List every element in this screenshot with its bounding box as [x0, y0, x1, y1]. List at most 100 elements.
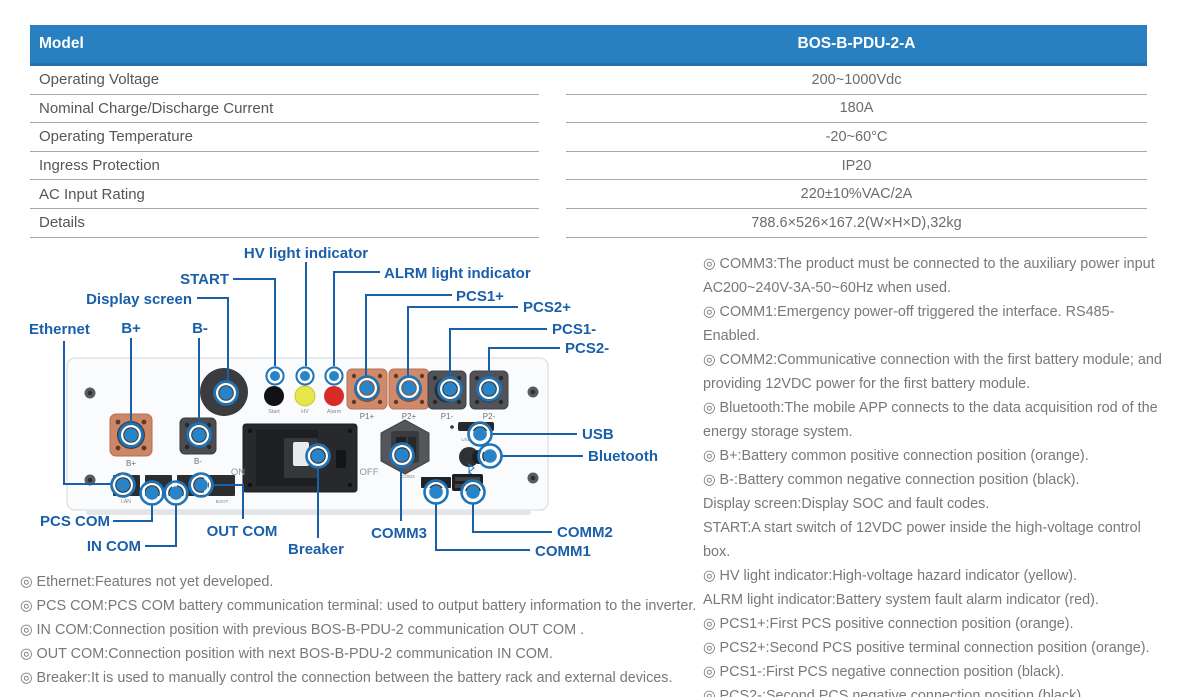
panel-shadow: [86, 510, 531, 515]
note-display-screen: Display screen:Display SOC and fault cod…: [703, 496, 990, 512]
hv-indicator-light: [294, 385, 316, 407]
callout-bluetooth: Bluetooth: [588, 448, 658, 465]
callout-marker-b-plus: [118, 422, 144, 448]
callout-marker-comm2: [460, 479, 486, 505]
panel-label-hv: HV: [301, 409, 309, 415]
leader-line-comm1: [435, 504, 530, 551]
start-button: [264, 386, 284, 406]
pdu-device-diagram: B+ B- P1+ P2+ P1- P2- Start HV Alarm ON …: [29, 245, 658, 560]
leader-line-pcs1-minus: [449, 328, 547, 377]
callout-marker-ethernet: [110, 472, 136, 498]
table-row: Nominal Charge/Discharge Current 180A: [30, 95, 1147, 124]
callout-display-screen: Display screen: [86, 291, 192, 308]
note-pcs1-minus: ◎ PCS1-:First PCS negative connection po…: [703, 664, 1065, 680]
callout-marker-b-minus: [186, 422, 212, 448]
panel-label-alarm: Alarm: [327, 409, 342, 415]
callout-b-minus: B-: [192, 320, 208, 337]
panel-label-p1-minus: P1-: [441, 412, 454, 421]
row-label: Details: [30, 209, 539, 238]
leader-line-pcs1-plus: [365, 294, 452, 376]
table-row: Details 788.6×526×167.2(W×H×D),32kg: [30, 209, 1147, 238]
callout-marker-start: [265, 366, 285, 386]
note-b-plus: ◎ B+:Battery common positive connection …: [703, 448, 1089, 464]
table-row: Ingress Protection IP20: [30, 152, 1147, 181]
note-comm2: ◎ COMM2:Communicative connection with th…: [703, 352, 1162, 392]
table-row: AC Input Rating 220±10%VAC/2A: [30, 180, 1147, 209]
callout-pcs1-plus: PCS1+: [456, 288, 504, 305]
table-row: Operating Temperature -20~60°C: [30, 123, 1147, 152]
panel-label-on: ON: [231, 467, 245, 478]
leader-line-pcs-com: [113, 504, 153, 522]
callout-marker-comm1: [423, 479, 449, 505]
breaker-switch: [242, 423, 358, 493]
panel-label-p1-plus: P1+: [360, 412, 375, 421]
table-row: Operating Voltage 200~1000Vdc: [30, 66, 1147, 95]
component-notes-right: ◎ COMM3:The product must be connected to…: [703, 252, 1165, 697]
header-model-label: Model: [39, 35, 84, 52]
panel-label-p2-minus: P2-: [483, 412, 496, 421]
callout-breaker: Breaker: [288, 541, 344, 558]
callout-marker-alarm: [324, 366, 344, 386]
note-start: START:A start switch of 12VDC power insi…: [703, 520, 1141, 560]
row-value: 788.6×526×167.2(W×H×D),32kg: [566, 209, 1147, 238]
panel-label-com3: COM3: [401, 474, 414, 479]
callout-comm2: COMM2: [557, 524, 613, 541]
callout-marker-pcs1-minus: [437, 376, 463, 402]
note-in-com: ◎ IN COM:Connection position with previo…: [20, 622, 585, 638]
callout-pcs2-minus: PCS2-: [565, 340, 609, 357]
row-label: Ingress Protection: [30, 152, 539, 181]
row-label: Nominal Charge/Discharge Current: [30, 95, 539, 124]
callout-marker-display: [213, 380, 239, 406]
callout-pcs2-plus: PCS2+: [523, 299, 571, 316]
note-comm3: ◎ COMM3:The product must be connected to…: [703, 256, 1155, 296]
leader-line-start: [233, 278, 276, 366]
note-breaker: ◎ Breaker:It is used to manually control…: [20, 670, 673, 686]
row-label: Operating Temperature: [30, 123, 539, 152]
callout-marker-breaker: [305, 443, 331, 469]
row-value: 220±10%VAC/2A: [566, 180, 1147, 209]
panel-label-b-minus: B-: [194, 457, 202, 466]
panel-label-start: Start: [268, 409, 280, 415]
callout-marker-pcs-com: [139, 480, 165, 506]
leader-line-pcs2-minus: [488, 347, 560, 377]
leader-line-display: [197, 297, 229, 381]
callout-marker-pcs2-plus: [396, 375, 422, 401]
callout-pcs-com: PCS COM: [40, 513, 110, 530]
note-hv-light: ◎ HV light indicator:High-voltage hazard…: [703, 568, 1078, 584]
note-pcs2-plus: ◎ PCS2+:Second PCS positive terminal con…: [703, 640, 1150, 656]
note-ethernet: ◎ Ethernet:Features not yet developed.: [20, 574, 274, 590]
leader-line-out-com: [212, 484, 244, 519]
callout-marker-comm3: [389, 442, 415, 468]
panel-label-off: OFF: [360, 467, 379, 478]
callout-comm1: COMM1: [535, 543, 591, 560]
callout-in-com: IN COM: [87, 538, 141, 555]
row-value: IP20: [566, 152, 1147, 181]
callout-marker-hv: [295, 366, 315, 386]
panel-label-b-plus: B+: [126, 459, 136, 468]
row-label: AC Input Rating: [30, 180, 539, 209]
leader-line-alrm: [333, 271, 380, 366]
callout-marker-usb: [467, 421, 493, 447]
callout-b-plus: B+: [121, 320, 141, 337]
callout-comm3: COMM3: [371, 525, 427, 542]
alarm-indicator-light: [324, 386, 344, 406]
callout-usb: USB: [582, 426, 614, 443]
leader-line-comm2: [472, 504, 552, 533]
callout-marker-pcs1-plus: [354, 375, 380, 401]
callout-marker-bluetooth: [477, 443, 503, 469]
callout-marker-out-com: [188, 472, 214, 498]
note-bluetooth: ◎ Bluetooth:The mobile APP connects to t…: [703, 400, 1158, 440]
spec-table: Model BOS-B-PDU-2-A Operating Voltage 20…: [30, 25, 1147, 238]
callout-alrm-light-indicator: ALRM light indicator: [384, 265, 531, 282]
callout-marker-pcs2-minus: [476, 376, 502, 402]
row-label: Operating Voltage: [30, 66, 539, 95]
leader-line-pcs2-plus: [407, 306, 518, 376]
note-pcs2-minus: ◎ PCS2-:Second PCS negative connection p…: [703, 688, 1086, 697]
note-alrm-light: ALRM light indicator:Battery system faul…: [703, 592, 1099, 608]
panel-label-boot: BOOT: [216, 499, 229, 504]
note-comm1: ◎ COMM1:Emergency power-off triggered th…: [703, 304, 1115, 344]
callout-marker-in-com: [163, 480, 189, 506]
callout-ethernet: Ethernet: [29, 321, 90, 338]
spec-table-header: Model BOS-B-PDU-2-A: [30, 25, 1147, 66]
